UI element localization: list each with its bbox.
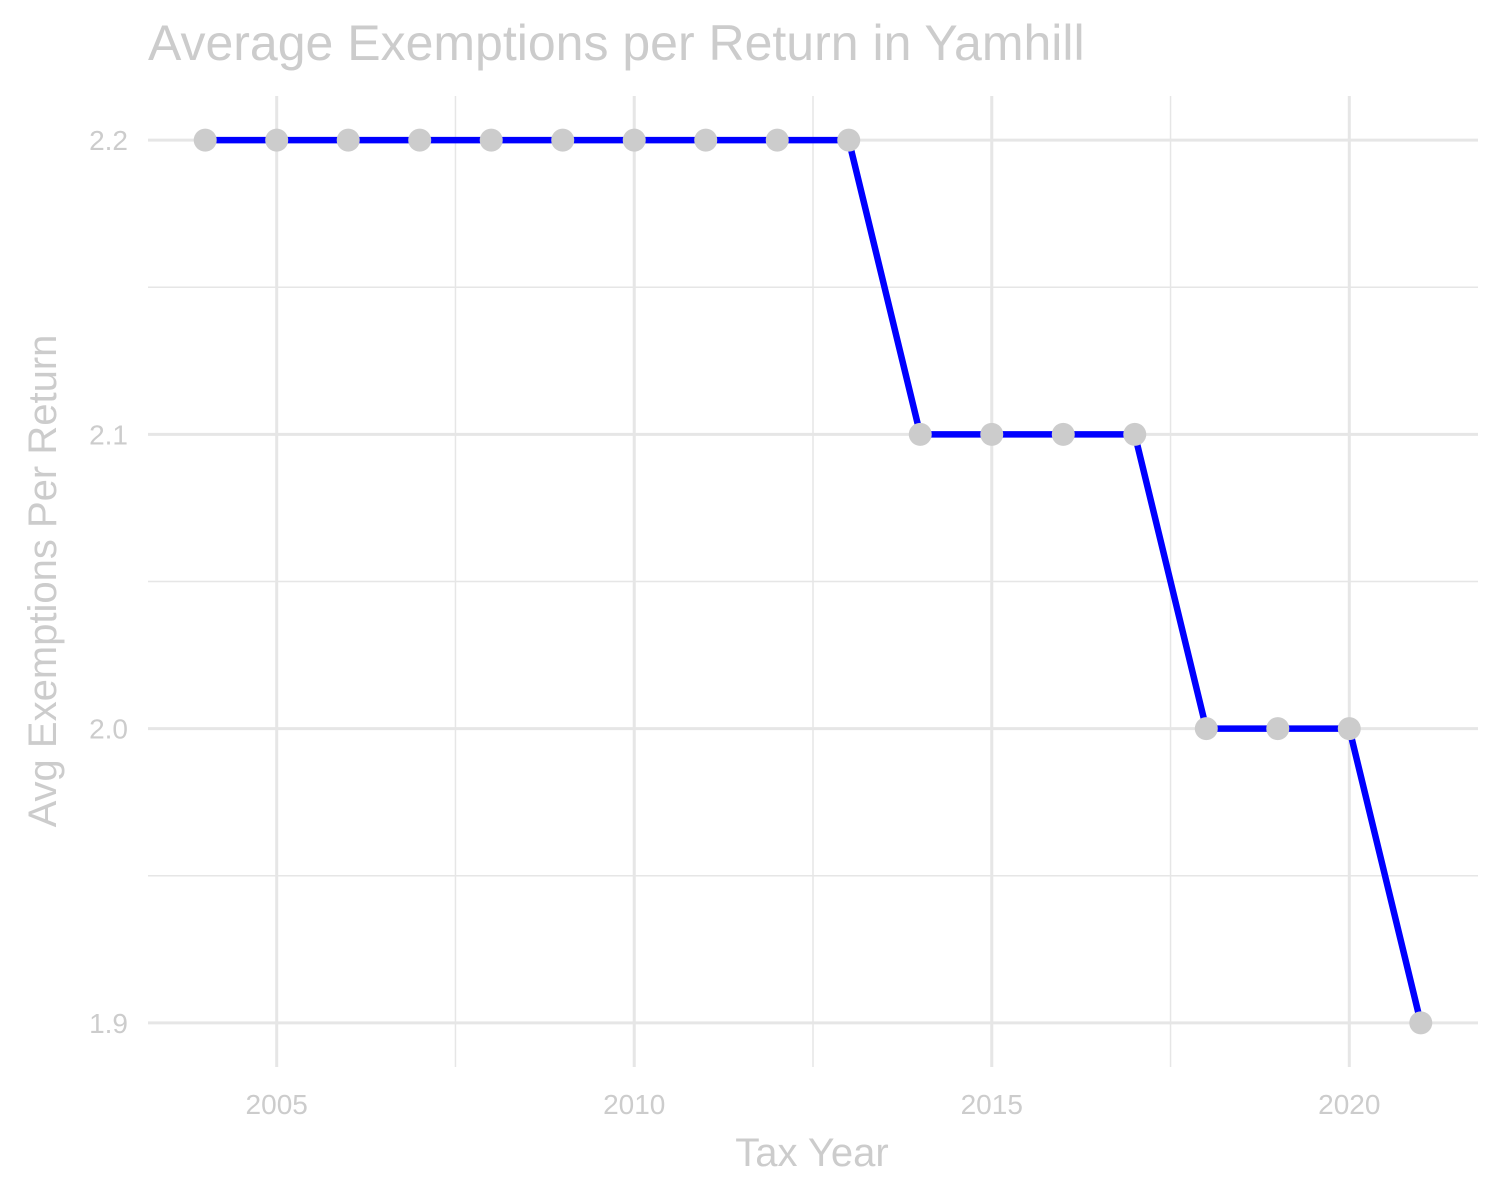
grid-lines <box>148 96 1478 1067</box>
data-point <box>1123 422 1147 446</box>
x-tick-label: 2005 <box>246 1089 308 1120</box>
y-axis-title: Avg Exemptions Per Return <box>21 335 65 828</box>
data-point <box>980 422 1004 446</box>
chart-title: Average Exemptions per Return in Yamhill <box>148 15 1085 71</box>
data-point <box>193 128 217 152</box>
x-tick-label: 2010 <box>603 1089 665 1120</box>
data-points <box>193 128 1433 1035</box>
y-tick-label: 1.9 <box>89 1008 128 1039</box>
x-tick-label: 2020 <box>1318 1089 1380 1120</box>
data-point <box>694 128 718 152</box>
data-point <box>479 128 503 152</box>
x-tick-label: 2015 <box>961 1089 1023 1120</box>
x-axis-title: Tax Year <box>735 1131 888 1175</box>
data-point <box>336 128 360 152</box>
data-point <box>765 128 789 152</box>
data-point <box>1409 1011 1433 1035</box>
x-axis-ticks: 2005 2010 2015 2020 <box>246 1089 1381 1120</box>
data-point <box>408 128 432 152</box>
series-line <box>205 136 1424 1024</box>
data-point <box>622 128 646 152</box>
data-point <box>1266 717 1290 741</box>
data-point <box>837 128 861 152</box>
data-point <box>1194 717 1218 741</box>
y-axis-ticks: 1.9 2.0 2.1 2.2 <box>89 125 128 1039</box>
data-point <box>551 128 575 152</box>
y-tick-label: 2.1 <box>89 419 128 450</box>
y-tick-label: 2.2 <box>89 125 128 156</box>
series-polyline <box>205 136 1424 1024</box>
data-point <box>265 128 289 152</box>
data-point <box>908 422 932 446</box>
y-tick-label: 2.0 <box>89 714 128 745</box>
data-point <box>1337 717 1361 741</box>
data-point <box>1051 422 1075 446</box>
